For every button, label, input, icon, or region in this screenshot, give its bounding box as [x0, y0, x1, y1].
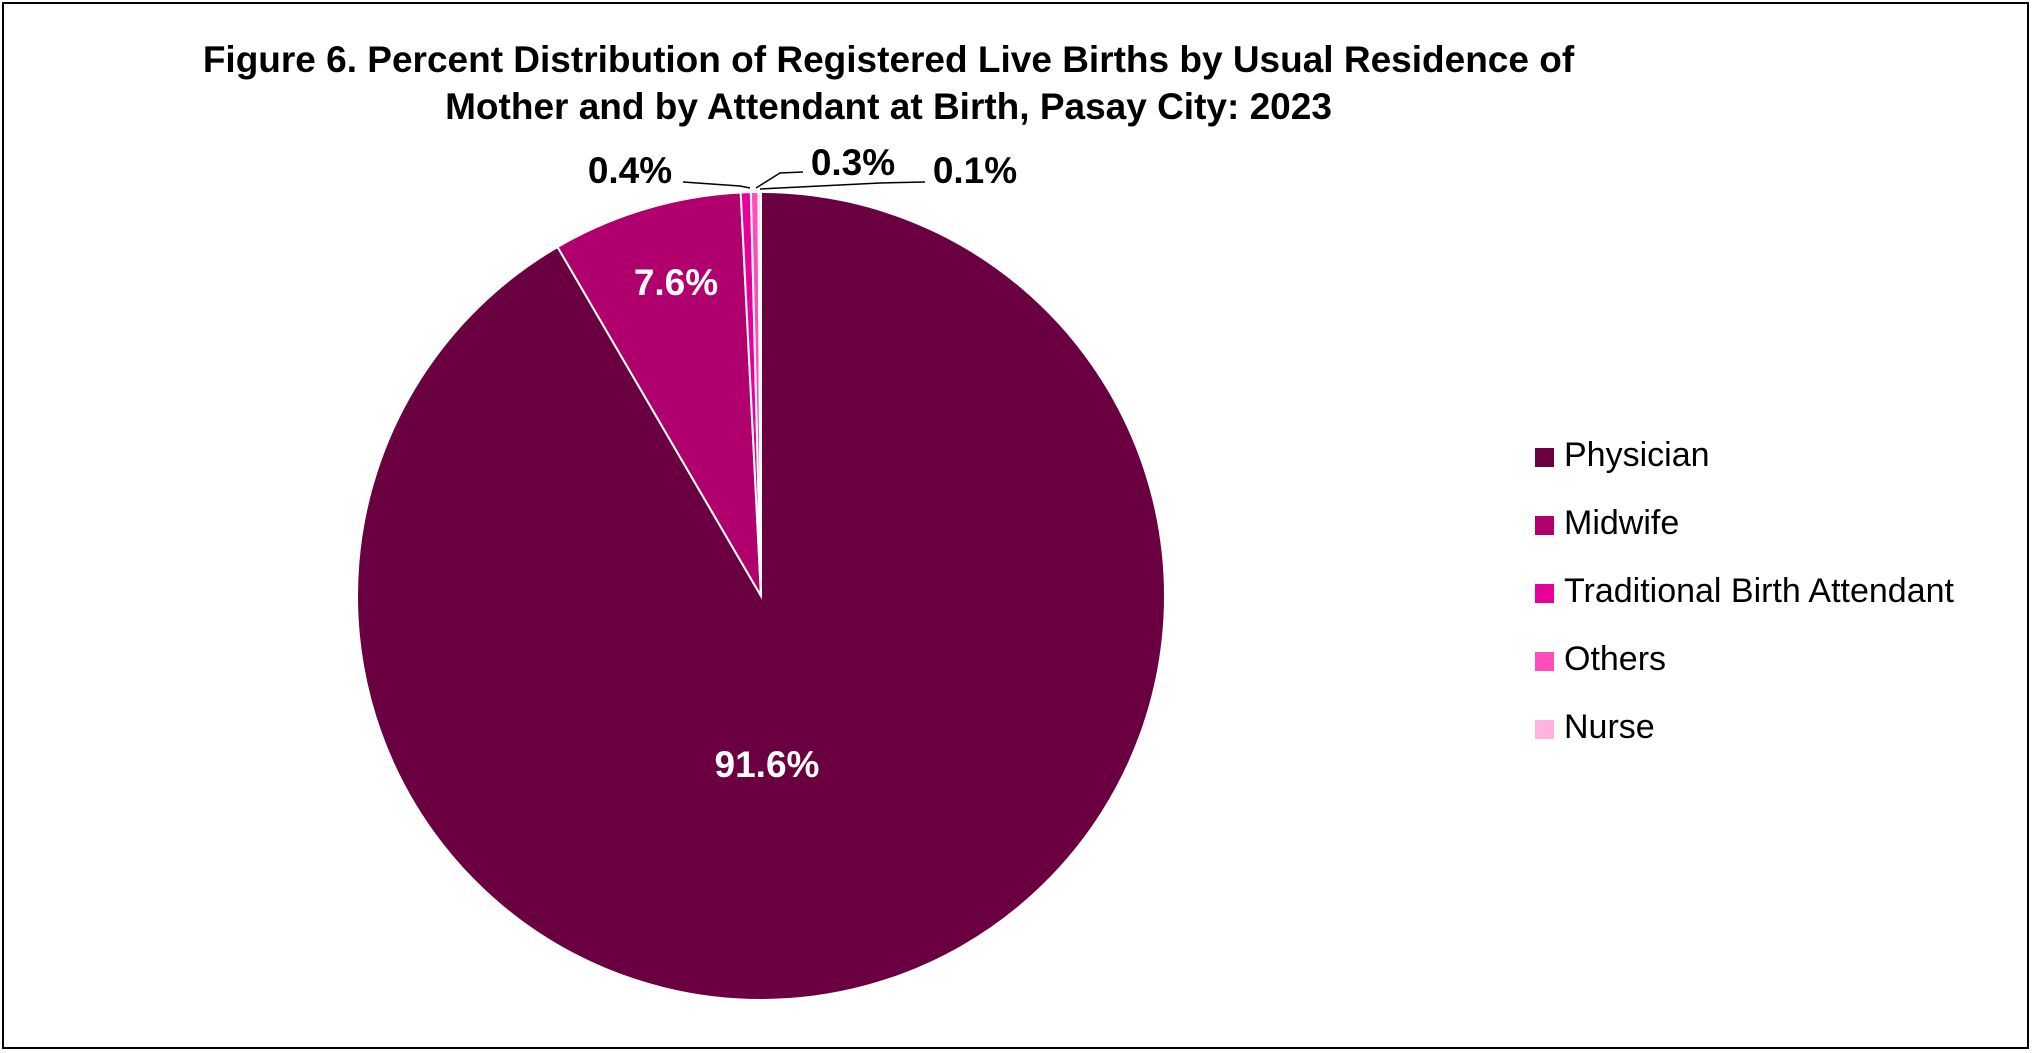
legend-label: Midwife	[1564, 504, 1680, 542]
pie-slice-midwife	[556, 191, 762, 597]
pie-slice-nurse	[757, 190, 762, 597]
data-label-midwife: 7.6%	[634, 262, 718, 303]
legend-swatch	[1535, 652, 1554, 671]
data-label-physician: 91.6%	[715, 744, 820, 785]
chart-title-line-2: Mother and by Attendant at Birth, Pasay …	[445, 86, 1332, 127]
data-label-nurse: 0.1%	[933, 150, 1017, 191]
legend-label: Others	[1564, 640, 1667, 678]
chart-title: Figure 6. Percent Distribution of Regist…	[0, 36, 1777, 130]
legend-swatch	[1535, 720, 1554, 739]
legend-swatch	[1535, 448, 1554, 467]
leader-line-nurse	[759, 181, 926, 190]
pie-slices	[356, 190, 1166, 1001]
chart-title-line-1: Figure 6. Percent Distribution of Regist…	[202, 39, 1575, 80]
leader-line-others	[755, 171, 804, 189]
legend-swatch	[1535, 584, 1554, 603]
leader-lines	[682, 171, 926, 190]
legend-label: Nurse	[1564, 708, 1655, 746]
slice-labels: 91.6% 7.6% 0.4% 0.3% 0.1%	[588, 142, 1017, 785]
data-label-others: 0.3%	[811, 142, 895, 183]
legend-label: Physician	[1564, 436, 1710, 474]
legend-label: Traditional Birth Attendant	[1564, 572, 1954, 610]
legend-swatch	[1535, 516, 1554, 535]
data-label-traditional-birth-attendant: 0.4%	[588, 150, 672, 191]
leader-line-traditional-birth-attendant	[682, 181, 751, 189]
